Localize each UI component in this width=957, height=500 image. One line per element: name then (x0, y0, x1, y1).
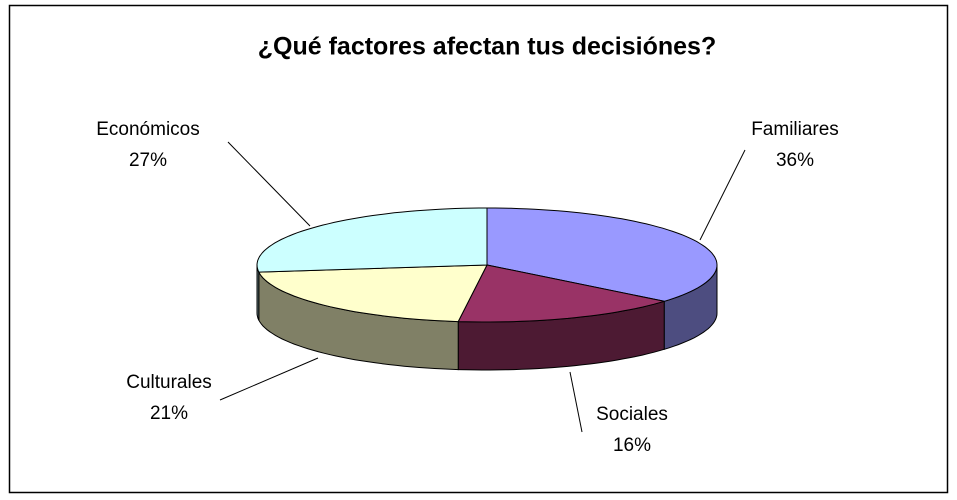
leader-line (227, 141, 311, 227)
slice (256, 207, 488, 273)
value-label: 21% (150, 403, 188, 424)
value-label: 16% (613, 435, 651, 456)
slice-label: Familiares (751, 119, 839, 140)
slice-side (256, 264, 260, 321)
slice (257, 264, 488, 323)
leader-line (219, 357, 319, 401)
value-label: 36% (776, 150, 814, 171)
leader-line (569, 371, 583, 433)
leader-line (699, 149, 746, 241)
slice-label: Económicos (96, 119, 200, 140)
value-label: 27% (129, 150, 167, 171)
slice (457, 264, 665, 323)
slice-label: Sociales (596, 404, 668, 425)
chart-title: ¿Qué factores afectan tus decisiónes? (258, 33, 716, 61)
slice-label: Culturales (126, 372, 212, 393)
slice (486, 207, 718, 302)
